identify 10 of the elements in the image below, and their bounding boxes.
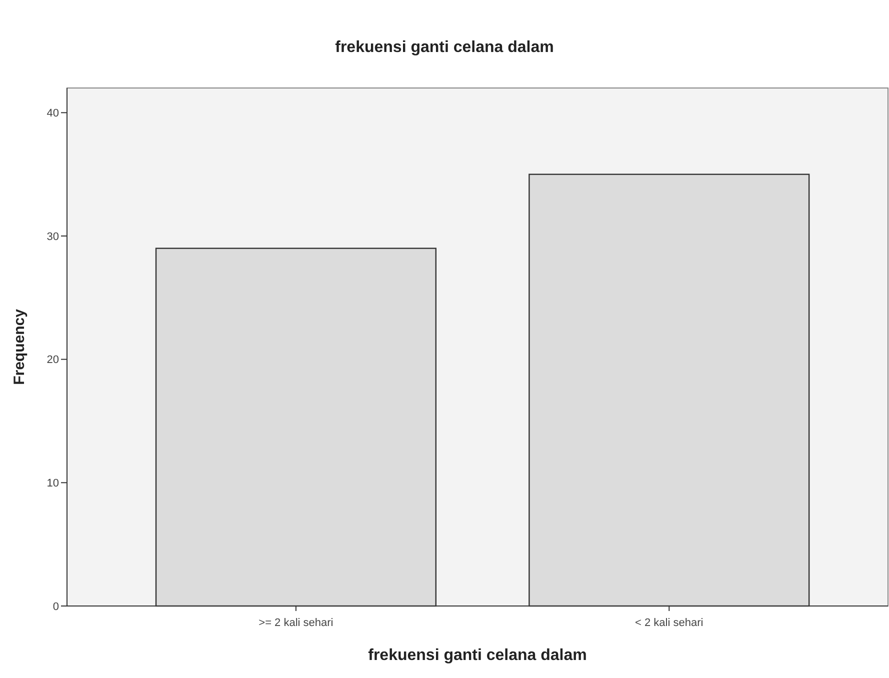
y-axis-title: Frequency: [11, 308, 28, 385]
x-axis-title: frekuensi ganti celana dalam: [368, 647, 587, 664]
x-tick-label: < 2 kali sehari: [635, 617, 704, 629]
y-tick-label: 40: [46, 108, 59, 120]
y-tick-label: 20: [46, 354, 59, 366]
y-tick-label: 10: [46, 478, 59, 490]
y-tick-label: 30: [46, 230, 59, 243]
chart-title: frekuensi ganti celana dalam: [335, 39, 554, 56]
y-tick-label: 0: [52, 600, 59, 613]
x-tick-label: >= 2 kali sehari: [258, 617, 334, 629]
